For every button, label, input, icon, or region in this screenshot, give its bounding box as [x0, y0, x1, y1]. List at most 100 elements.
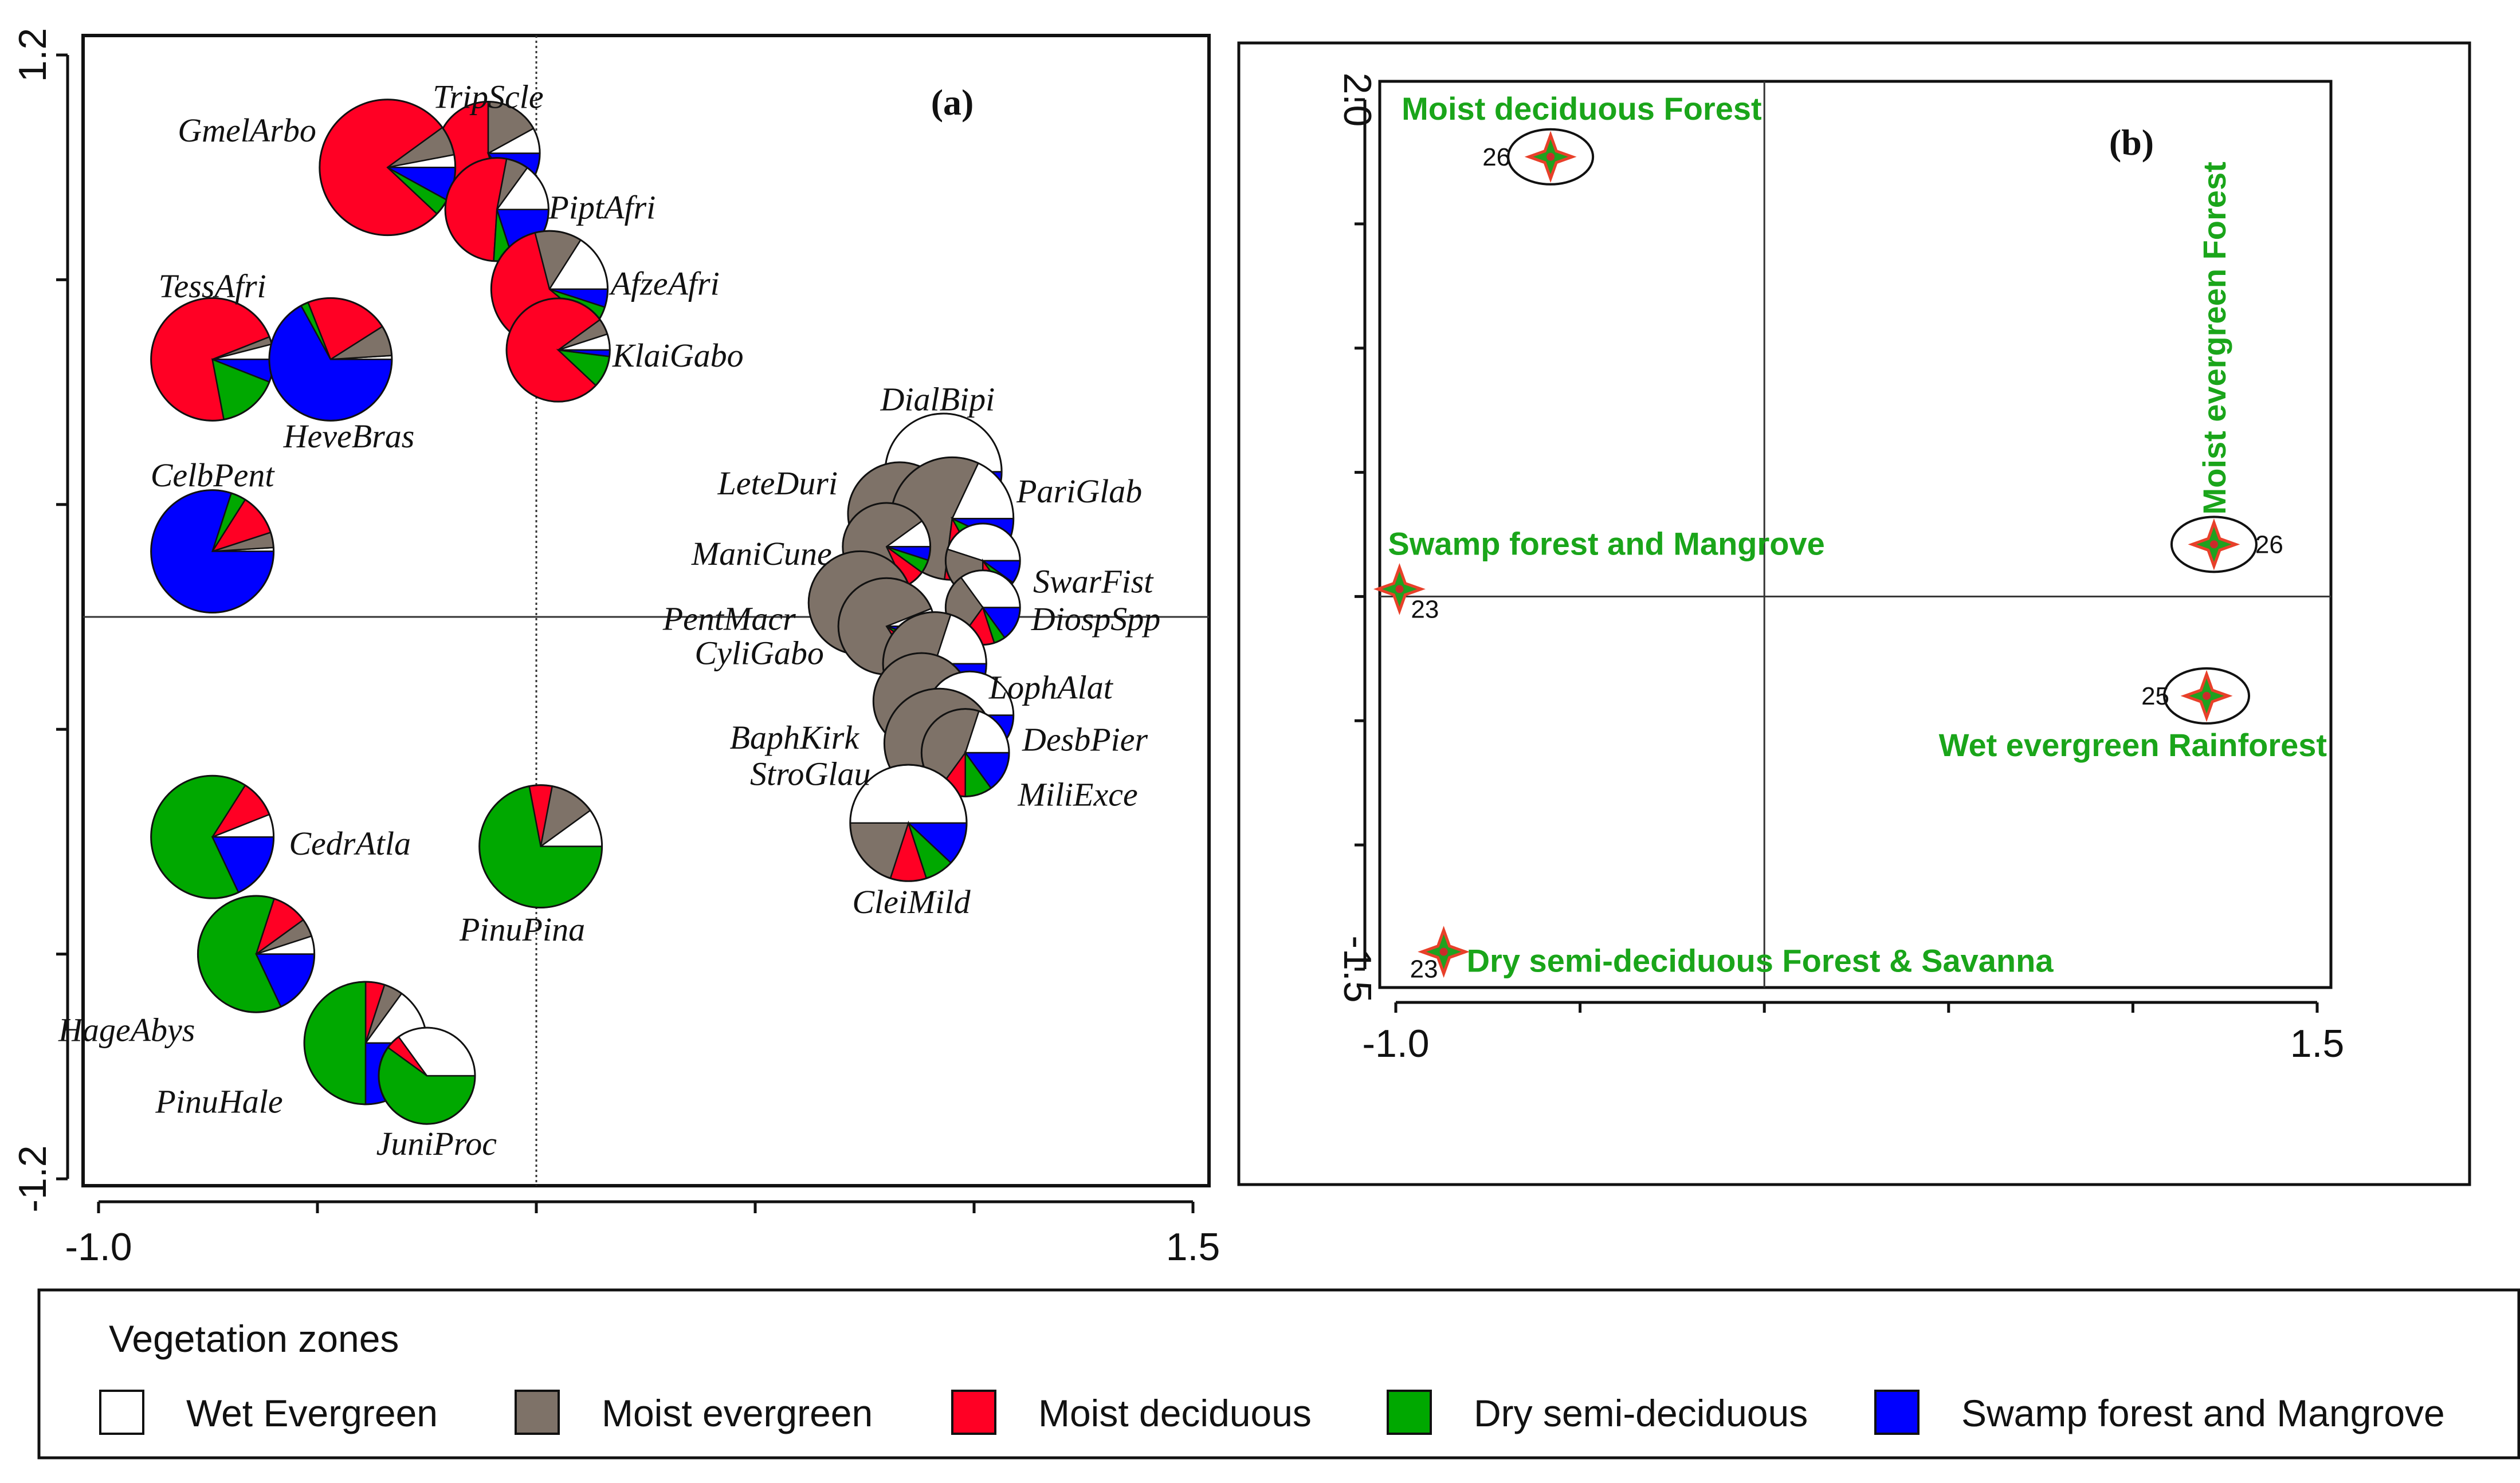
- site-number-3: 25: [2141, 682, 2169, 710]
- pie-HeveBras: [268, 297, 393, 422]
- species-label-TripScle: TripScle: [433, 78, 543, 116]
- panel-a-labels: TripScle GmelArbo PiptAfri AfzeAfri KlaiGabo…: [58, 78, 1160, 1162]
- panel-b-x-tick-label-max: 1.5: [2290, 1022, 2345, 1065]
- species-label-PinuPina: PinuPina: [459, 911, 585, 948]
- site-circle: [2163, 667, 2251, 725]
- zone-label-4: Dry semi-deciduous Forest & Savanna: [1467, 943, 2054, 979]
- pie-outline-PiptAfri: [444, 157, 549, 262]
- site-number-1: 26: [2255, 530, 2283, 558]
- panel-a-x-tick-label-max: 1.5: [1166, 1225, 1220, 1269]
- site-marker-center: [1395, 585, 1404, 593]
- species-label-CleiMild: CleiMild: [852, 883, 971, 921]
- panel-a-label: (a): [931, 82, 974, 123]
- pie-TessAfri: [150, 297, 275, 422]
- site-point-4: Dry semi-deciduous Forest & Savanna 23: [1410, 926, 2054, 984]
- species-label-AfzeAfri: AfzeAfri: [609, 265, 720, 302]
- pie-CedrAtla: [150, 774, 275, 899]
- panel-b-tick-labels: -1.0 1.5 2.0 -1.5: [1336, 73, 2344, 1065]
- species-label-JuniProc: JuniProc: [376, 1125, 497, 1162]
- legend-swatch: [951, 1390, 996, 1435]
- zone-label-1: Moist evergreen Forest: [2196, 162, 2232, 514]
- site-circle: [2170, 516, 2258, 573]
- pie-CleiMild: [849, 764, 968, 882]
- legend-item-1: Moist evergreen: [515, 1390, 873, 1435]
- panel-b-points: Moist deciduous Forest 26 Moist evergreen …: [1373, 91, 2327, 984]
- site-number-4: 23: [1410, 955, 1438, 984]
- legend-label: Moist deciduous: [1038, 1392, 1312, 1434]
- species-label-StroGlau: StroGlau: [750, 755, 871, 792]
- pie-JuniProc: [378, 1026, 476, 1125]
- panel-b-x-tick-label-min: -1.0: [1362, 1022, 1429, 1065]
- species-label-HageAbys: HageAbys: [58, 1012, 195, 1049]
- species-label-CyliGabo: CyliGabo: [694, 635, 824, 672]
- zone-label-0: Moist deciduous Forest: [1402, 91, 1762, 127]
- species-label-ManiCune: ManiCune: [691, 535, 832, 572]
- species-label-GmelArbo: GmelArbo: [178, 112, 316, 149]
- site-point-3: Wet evergreen Rainforest 25: [1939, 667, 2327, 763]
- pie-outline-CleiMild: [849, 764, 968, 882]
- species-label-PariGlab: PariGlab: [1016, 473, 1142, 510]
- panel-a-pies: [150, 99, 1021, 1125]
- species-label-SwarFist: SwarFist: [1033, 563, 1154, 600]
- legend-items: Wet Evergreen Moist evergreen Moist decidu…: [99, 1390, 2445, 1435]
- panel-a-axes: [56, 36, 1209, 1213]
- pie-HageAbys: [197, 895, 316, 1013]
- legend-title: Vegetation zones: [109, 1317, 399, 1360]
- legend-item-2: Moist deciduous: [951, 1390, 1312, 1435]
- pie-GmelArbo: [319, 99, 457, 237]
- species-label-PentMacr: PentMacr: [662, 600, 796, 638]
- site-marker-center: [1546, 152, 1555, 161]
- legend-item-0: Wet Evergreen: [99, 1390, 438, 1435]
- pie-outline-MiliExce: [920, 708, 1010, 797]
- legend-swatch: [1387, 1390, 1432, 1435]
- pie-outline-HeveBras: [268, 297, 393, 422]
- species-label-HeveBras: HeveBras: [283, 418, 415, 455]
- site-marker-center: [2203, 691, 2211, 700]
- legend: Vegetation zones Wet Evergreen Moist ever…: [37, 1288, 2520, 1460]
- panel-a-tick-labels: -1.0 1.5 1.2 -1.2: [11, 28, 1220, 1269]
- panel-b-outer-frame: [1237, 41, 2471, 1186]
- species-label-DiospSpp: DiospSpp: [1031, 600, 1161, 638]
- pie-KlaiGabo: [505, 297, 611, 403]
- legend-frame: [37, 1288, 2520, 1460]
- pie-PinuPina: [478, 784, 603, 909]
- legend-swatch: [515, 1390, 560, 1435]
- legend-label: Moist evergreen: [602, 1392, 873, 1434]
- site-number-0: 26: [1482, 143, 1510, 171]
- species-label-LeteDuri: LeteDuri: [717, 465, 838, 502]
- pie-outline-KlaiGabo: [505, 297, 611, 403]
- species-label-MiliExce: MiliExce: [1017, 776, 1137, 813]
- panel-a-y-tick-label-max: 1.2: [11, 28, 54, 82]
- panel-a-y-tick-label-min: -1.2: [11, 1145, 54, 1212]
- pie-outline-JuniProc: [378, 1026, 476, 1125]
- pie-CelbPent: [150, 489, 275, 614]
- panel-b-label: (b): [2109, 122, 2154, 163]
- panel-b-y-tick-label-max: 2.0: [1336, 73, 1379, 127]
- species-label-LophAlat: LophAlat: [988, 668, 1114, 706]
- species-label-CedrAtla: CedrAtla: [289, 825, 411, 862]
- species-label-DesbPier: DesbPier: [1022, 721, 1148, 758]
- panel-b-axes: [1355, 81, 2331, 1013]
- species-label-KlaiGabo: KlaiGabo: [612, 337, 744, 374]
- pie-slice-PinuHale-3: [303, 981, 367, 1106]
- pie-outline-HageAbys: [197, 895, 316, 1013]
- pie-outline-CedrAtla: [150, 774, 275, 899]
- species-label-BaphKirk: BaphKirk: [730, 719, 860, 756]
- panel-a-x-tick-label-min: -1.0: [65, 1225, 132, 1269]
- legend-label: Dry semi-deciduous: [1474, 1392, 1808, 1434]
- pie-outline-CelbPent: [150, 489, 275, 614]
- pie-outline-PinuPina: [478, 784, 603, 909]
- zone-label-2: Swamp forest and Mangrove: [1388, 525, 1824, 561]
- site-point-2: Swamp forest and Mangrove 23: [1373, 525, 1825, 623]
- legend-item-4: Swamp forest and Mangrove: [1874, 1390, 2445, 1435]
- site-marker-center: [2209, 540, 2218, 549]
- legend-swatch: [99, 1390, 144, 1435]
- species-label-PiptAfri: PiptAfri: [548, 188, 655, 226]
- legend-label: Swamp forest and Mangrove: [1961, 1392, 2445, 1434]
- legend-label: Wet Evergreen: [186, 1392, 438, 1434]
- site-circle: [1507, 128, 1595, 186]
- pie-SwarFist: [944, 522, 1021, 599]
- zone-label-3: Wet evergreen Rainforest: [1939, 727, 2327, 763]
- panel-b-y-tick-label-min: -1.5: [1336, 935, 1379, 1002]
- panel-b-frame: [1378, 80, 2333, 989]
